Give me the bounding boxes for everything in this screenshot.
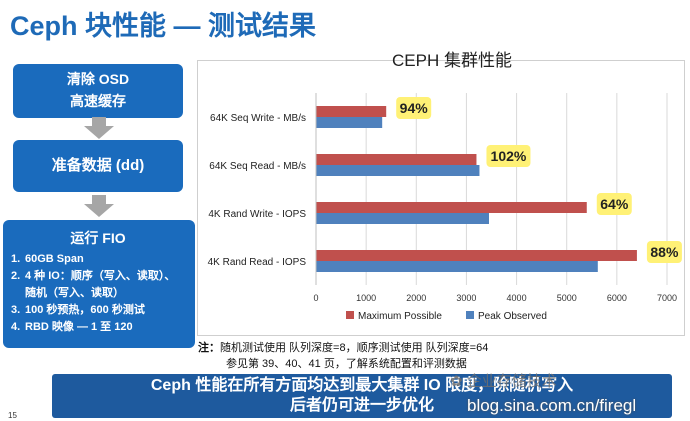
bar-maximum-possible	[316, 106, 387, 117]
footnote-pages: 参见第 39、40、41 页，了解系统配置和评测数据	[226, 358, 467, 370]
bar-maximum-possible	[316, 202, 587, 213]
annotation-badge	[596, 193, 632, 215]
fio-item: 1. 60GB Span	[11, 253, 84, 265]
step-clear-osd-cache: 清除 OSD 高速缓存	[13, 64, 183, 118]
flow-arrow-1-icon	[84, 117, 114, 139]
footnote-label: 注：	[198, 342, 220, 354]
x-tick-label: 1000	[356, 293, 376, 303]
conclusion-line2: 后者仍可进一步优化	[289, 397, 434, 414]
category-label: 64K Seq Write - MB/s	[210, 113, 306, 124]
x-tick-label: 0	[313, 293, 318, 303]
watermark-account: ✿ 企业存储技术	[450, 370, 557, 391]
annotation-badge	[646, 241, 682, 263]
annotation-badge	[396, 97, 432, 119]
legend-swatch	[466, 311, 474, 319]
bar-peak-observed	[316, 165, 480, 176]
step1-line2: 高速缓存	[70, 93, 126, 109]
conclusion-banner: Ceph 性能在所有方面均达到最大集群 IO 限度，除随机写入 后者仍可进一步优…	[52, 374, 672, 418]
page-number: 15	[8, 411, 17, 420]
annotation-label: 94%	[400, 100, 429, 116]
legend-swatch	[346, 311, 354, 319]
x-tick-label: 5000	[557, 293, 577, 303]
annotation-label: 102%	[491, 148, 527, 164]
chart-svg: 0 1000 2000 3000 4000 5000 6000 7000 64K Seq Wri…	[208, 93, 682, 322]
wechat-icon: ✿	[450, 373, 463, 390]
category-label: 4K Rand Read - IOPS	[208, 257, 307, 268]
annotation-label: 64%	[600, 196, 629, 212]
fio-title: 运行 FIO	[70, 230, 126, 246]
x-tick-label: 3000	[456, 293, 476, 303]
category-label: 4K Rand Write - IOPS	[208, 209, 306, 220]
step-run-fio: 运行 FIO 1. 60GB Span 2. 4 种 IO：顺序（写入、读取）、随机…	[3, 220, 195, 348]
x-tick-label: 4000	[507, 293, 527, 303]
legend-label: Maximum Possible	[358, 311, 442, 322]
category-label: 64K Seq Read - MB/s	[209, 161, 306, 172]
annotation-label: 88%	[650, 244, 679, 260]
footnote-queue-depth: 注：随机测试使用 队列深度=8，顺序测试使用 队列深度=64	[198, 339, 488, 355]
legend-label: Peak Observed	[478, 311, 547, 322]
bar-maximum-possible	[316, 154, 477, 165]
fio-item: 2. 4 种 IO：顺序（写入、读取）、随机（写入、读取）	[11, 270, 176, 299]
chart-title: CEPH 集群性能	[392, 51, 512, 70]
flow-arrow-2-icon	[84, 195, 114, 217]
x-tick-label: 2000	[406, 293, 426, 303]
watermark-account-text: 企业存储技术	[466, 373, 557, 390]
fio-item: 3. 100 秒预热，600 秒测试	[11, 304, 145, 316]
bar-peak-observed	[316, 213, 489, 224]
x-tick-label: 7000	[657, 293, 677, 303]
fio-list: 1. 60GB Span 2. 4 种 IO：顺序（写入、读取）、随机（写入、读取）…	[11, 251, 185, 336]
step1-line1: 清除 OSD	[66, 71, 130, 87]
step-prepare-data: 准备数据 (dd)	[13, 140, 183, 192]
slide-title: Ceph 块性能 — 测试结果	[10, 11, 317, 41]
fio-item: 4. RBD 映像 — 1 至 120	[11, 321, 133, 333]
chart-frame: 0 1000 2000 3000 4000 5000 6000 7000 64K Seq Wri…	[197, 60, 685, 336]
bar-peak-observed	[316, 117, 383, 128]
x-tick-label: 6000	[607, 293, 627, 303]
watermark-url: blog.sina.com.cn/firegl	[467, 396, 637, 415]
footnote-text: 随机测试使用 队列深度=8，顺序测试使用 队列深度=64	[220, 342, 489, 354]
bar-maximum-possible	[316, 250, 637, 261]
conclusion-line1: Ceph 性能在所有方面均达到最大集群 IO 限度，除随机写入	[150, 377, 574, 394]
annotation-badge	[486, 145, 531, 167]
bar-peak-observed	[316, 261, 598, 272]
